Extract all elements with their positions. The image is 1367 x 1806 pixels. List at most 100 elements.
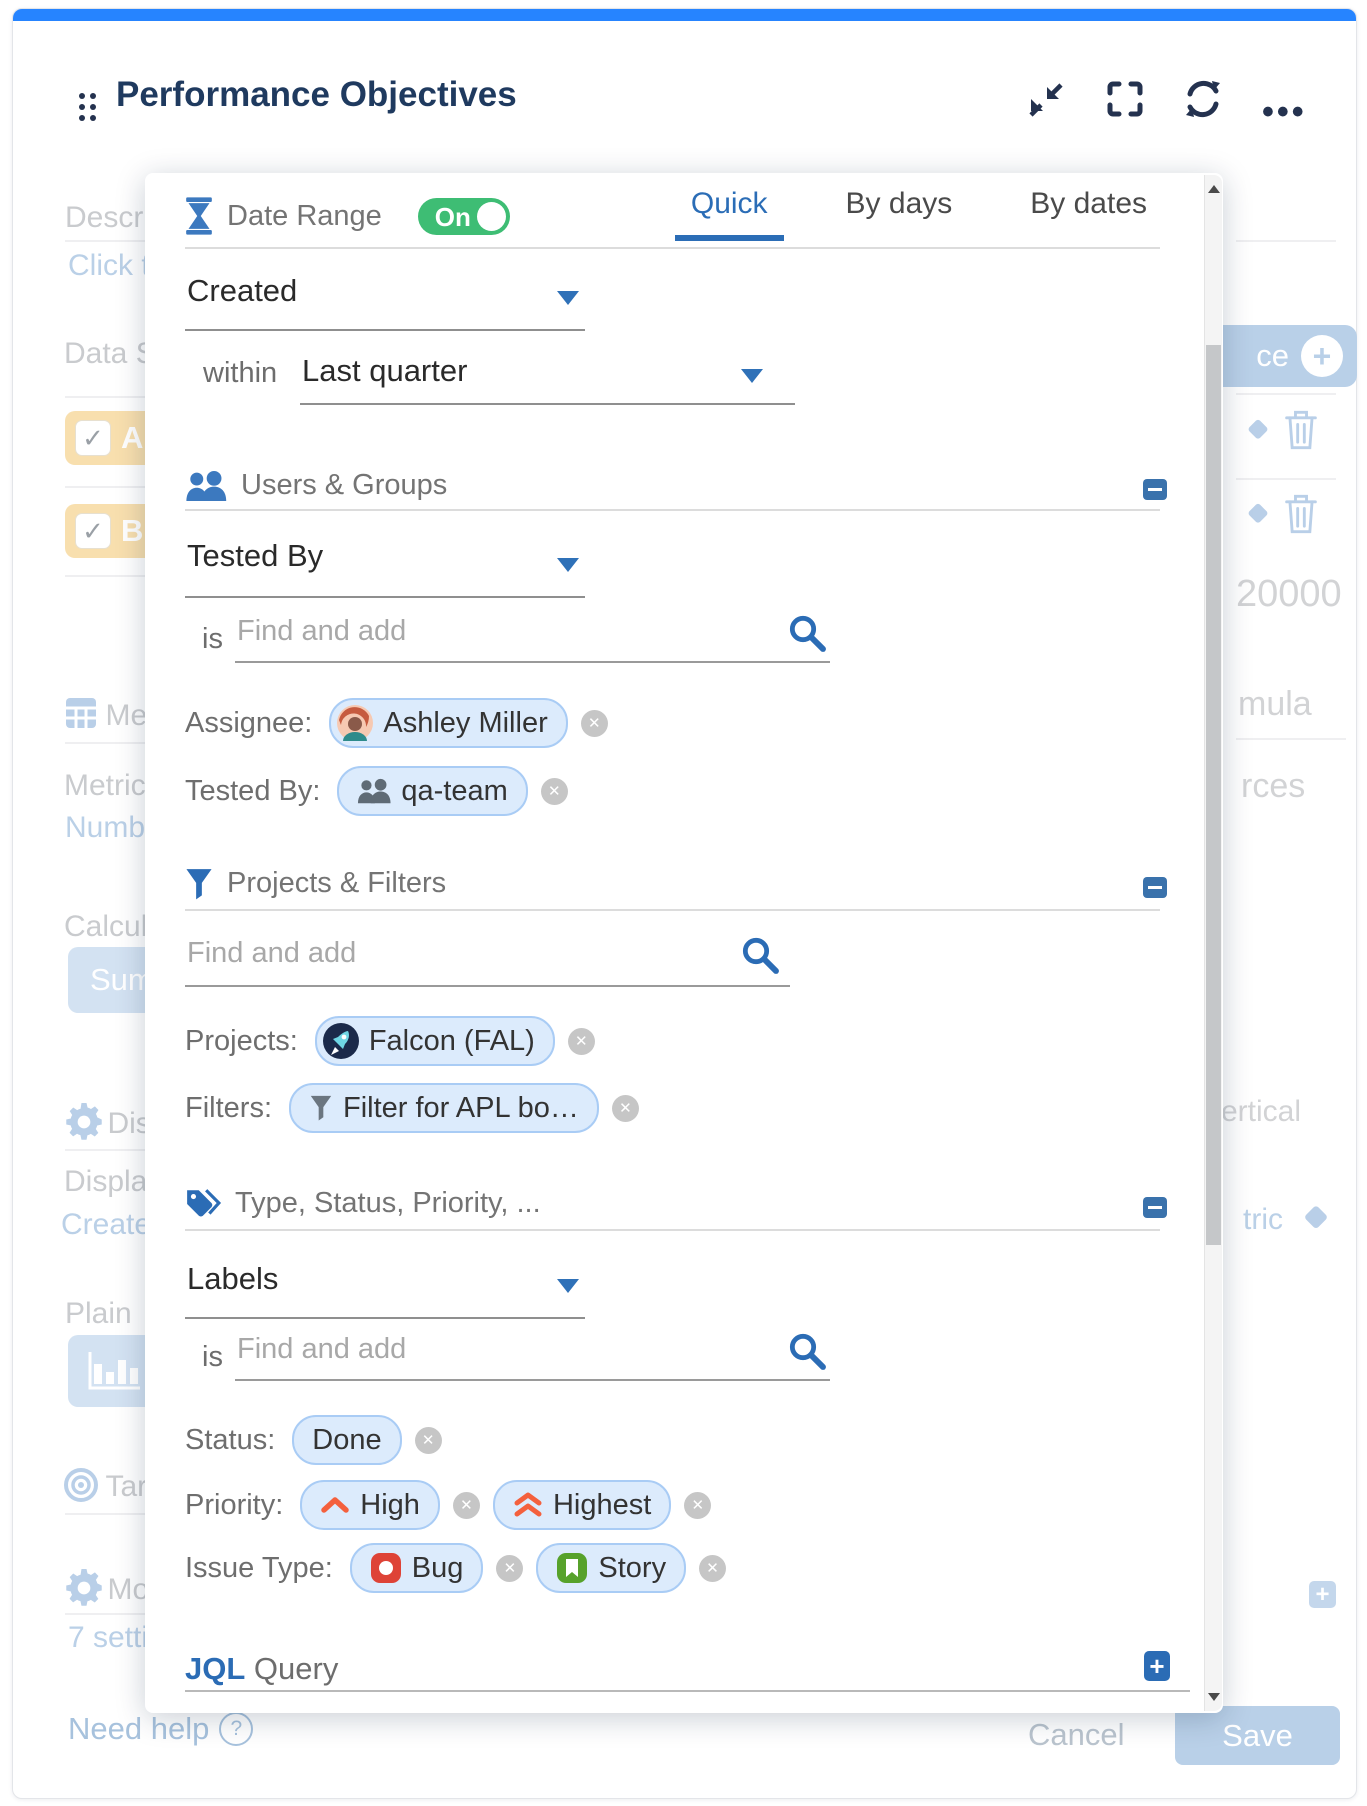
users-icon <box>186 470 227 501</box>
date-range-toggle[interactable]: On <box>417 197 510 235</box>
scroll-up-icon[interactable] <box>1208 185 1220 193</box>
users-search-field[interactable] <box>235 611 830 663</box>
filter-icon <box>186 868 212 899</box>
projects-filters-header: Projects & Filters <box>185 867 446 900</box>
bg-plain-label: Plain <box>65 1297 132 1330</box>
gadget-title: Performance Objectives <box>116 75 517 114</box>
bg-metric-label: Metric <box>64 769 146 802</box>
date-range-value-select[interactable]: Last quarter <box>300 345 795 405</box>
collapse-users-groups-button[interactable] <box>1143 479 1167 500</box>
tab-by-days[interactable]: By days <box>845 187 953 220</box>
projects-chip-row: Projects: Falcon (FAL) <box>185 1016 595 1066</box>
scrollbar-thumb[interactable] <box>1206 345 1221 1245</box>
expand-jql-button[interactable]: + <box>1144 1651 1170 1681</box>
within-label: within <box>203 357 278 389</box>
gadget-accent-bar <box>13 9 1356 21</box>
tested-by-chip-row: Tested By: qa-team <box>185 766 568 816</box>
edit-icon <box>1248 419 1268 439</box>
chevron-down-icon <box>557 291 579 305</box>
need-help-link[interactable]: Need help ? <box>68 1711 254 1747</box>
scroll-down-icon[interactable] <box>1208 1693 1220 1701</box>
remove-icon[interactable] <box>699 1554 727 1582</box>
gadget-header: Performance Objectives •• <box>13 69 1356 139</box>
labels-search-field[interactable] <box>235 1329 830 1381</box>
priority-high-icon <box>321 1497 350 1513</box>
bg-metric-frag: tric <box>1243 1203 1283 1236</box>
story-icon <box>557 1553 588 1583</box>
search-icon[interactable] <box>787 1331 827 1371</box>
collapse-type-status-button[interactable] <box>1143 1197 1167 1218</box>
projects-search-input[interactable] <box>185 933 659 970</box>
project-avatar <box>322 1023 359 1059</box>
cancel-button[interactable]: Cancel <box>1028 1717 1125 1752</box>
remove-icon[interactable] <box>414 1426 442 1454</box>
remove-icon[interactable] <box>452 1491 480 1519</box>
issue-type-bug-chip[interactable]: Bug <box>349 1543 484 1593</box>
search-icon[interactable] <box>740 935 780 975</box>
tested-by-chip[interactable]: qa-team <box>337 766 528 816</box>
remove-icon[interactable] <box>540 777 568 805</box>
more-actions-icon[interactable]: ••• <box>1262 93 1307 131</box>
search-icon[interactable] <box>787 613 827 653</box>
users-search-input[interactable] <box>235 611 702 648</box>
status-chip-row: Status: Done <box>185 1415 442 1465</box>
remove-icon[interactable] <box>611 1094 639 1122</box>
issue-type-chip-row: Issue Type: Bug Story <box>185 1543 727 1593</box>
bg-sources-frag: rces <box>1241 767 1306 805</box>
modal-scrollbar[interactable] <box>1204 175 1222 1711</box>
status-chip[interactable]: Done <box>292 1415 402 1465</box>
table-icon <box>66 698 96 728</box>
target-icon <box>64 1468 98 1502</box>
edit-icon <box>1248 503 1268 523</box>
project-chip[interactable]: Falcon (FAL) <box>314 1016 555 1066</box>
trash-icon <box>1285 494 1317 534</box>
remove-icon[interactable] <box>684 1491 712 1519</box>
is-label: is <box>202 623 223 655</box>
user-field-select[interactable]: Tested By <box>185 530 585 598</box>
fullscreen-icon[interactable] <box>1103 77 1147 121</box>
minimize-icon[interactable] <box>1023 77 1067 121</box>
filters-chip-row: Filters: Filter for APL bo… <box>185 1083 639 1133</box>
checkbox-checked-icon: ✓ <box>75 513 111 549</box>
bg-value-20000: 20000 <box>1236 573 1342 615</box>
bg-formula-frag: mula <box>1238 685 1312 723</box>
collapse-projects-filters-button[interactable] <box>1143 877 1167 898</box>
type-status-header: Type, Status, Priority, ... <box>185 1187 541 1220</box>
hourglass-icon <box>186 197 212 235</box>
labels-search-input[interactable] <box>235 1329 702 1366</box>
bg-metric-value: Numb <box>65 811 146 844</box>
bg-calculation-label: Calcul <box>64 910 148 943</box>
gear-icon <box>66 1569 102 1606</box>
refresh-icon[interactable] <box>1181 77 1225 121</box>
tab-by-dates[interactable]: By dates <box>1030 187 1147 220</box>
gear-icon <box>66 1103 102 1140</box>
assignee-chip[interactable]: Ashley Miller <box>329 698 568 748</box>
edit-icon <box>1305 1206 1327 1228</box>
priority-high-chip[interactable]: High <box>300 1480 440 1530</box>
remove-icon[interactable] <box>496 1554 524 1582</box>
toggle-knob <box>476 201 506 231</box>
remove-icon[interactable] <box>580 709 608 737</box>
save-button[interactable]: Save <box>1175 1706 1340 1765</box>
drag-handle-icon[interactable] <box>79 93 97 127</box>
priority-chip-row: Priority: High Highest <box>185 1480 712 1530</box>
assignee-chip-row: Assignee: Ashley Miller <box>185 698 608 748</box>
bg-display-range-label: Displa <box>64 1165 148 1198</box>
tab-quick[interactable]: Quick <box>674 187 784 241</box>
remove-icon[interactable] <box>567 1027 595 1055</box>
chevron-down-icon <box>557 1279 579 1293</box>
type-field-select[interactable]: Labels <box>185 1253 585 1319</box>
bg-display-row: Dis <box>65 1103 151 1141</box>
date-field-select[interactable]: Created <box>185 265 585 331</box>
priority-highest-chip[interactable]: Highest <box>492 1480 672 1530</box>
user-avatar <box>337 705 374 741</box>
issue-type-story-chip[interactable]: Story <box>536 1543 687 1593</box>
date-range-tabs: Quick By days By dates <box>674 187 1163 241</box>
filter-chip[interactable]: Filter for APL bo… <box>289 1083 599 1133</box>
projects-search-field[interactable] <box>185 933 790 987</box>
jql-query-label: JQL Query <box>185 1651 339 1686</box>
trash-icon <box>1285 410 1317 450</box>
chevron-down-icon <box>741 369 763 383</box>
bug-icon <box>370 1553 401 1583</box>
bg-settings-link: 7 setti <box>68 1621 149 1654</box>
